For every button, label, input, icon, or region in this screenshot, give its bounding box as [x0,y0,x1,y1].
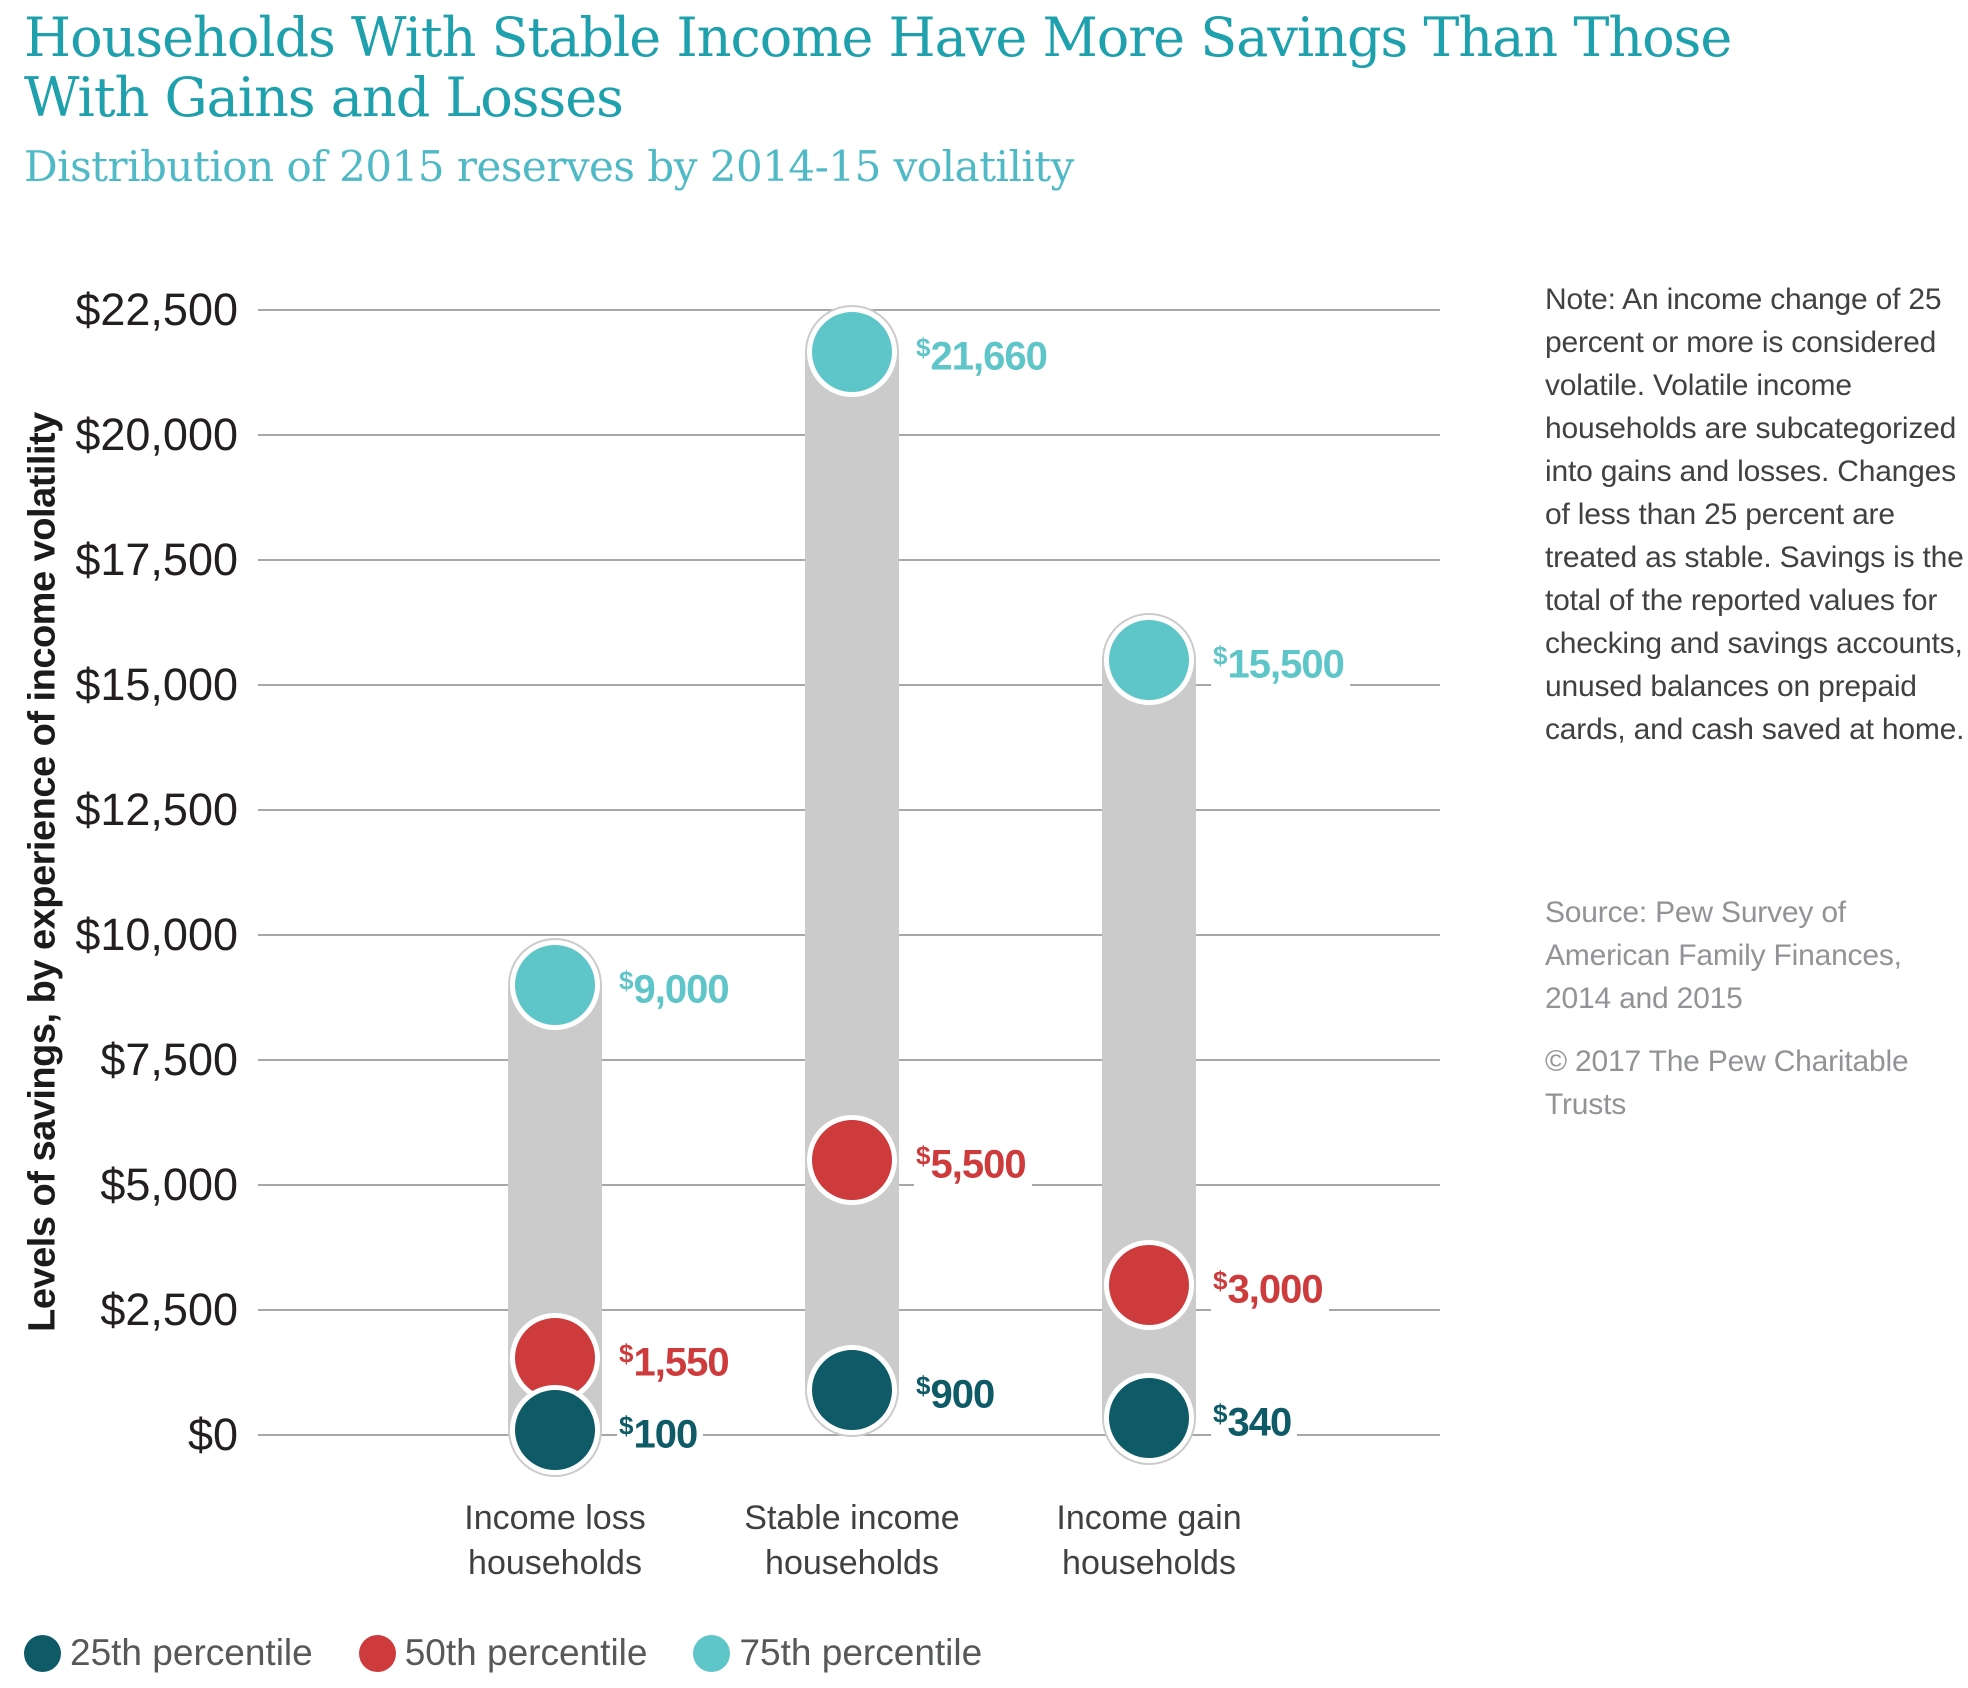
note-text: Note: An income change of 25 percent or … [1545,278,1968,751]
y-tick-label: $5,000 [100,1159,238,1210]
legend-dot-icon [358,1634,396,1672]
value-label-25th-3: $340 [1211,1391,1298,1445]
legend-label: 75th percentile [739,1632,983,1673]
range-bar [1102,613,1196,1465]
legend-item-25th-percentile: 25th percentile [24,1632,313,1674]
y-tick-label: $12,500 [75,784,238,835]
legend-dot-icon [693,1634,731,1672]
value-label-50th-2: $5,500 [914,1133,1032,1187]
value-label-75th-2: $21,660 [914,325,1053,379]
y-tick-label: $0 [187,1409,238,1460]
value-number: 3,000 [1227,1267,1323,1312]
dot-25th-3 [1104,1373,1194,1463]
dot-25th-1 [510,1385,600,1475]
chart-legend: 25th percentile 50th percentile 75th perce… [24,1632,982,1674]
currency-symbol: $ [619,965,634,996]
currency-symbol: $ [1213,640,1228,671]
dot-75th-1 [510,940,600,1030]
value-label-50th-3: $3,000 [1211,1258,1329,1312]
copyright-text: © 2017 The Pew Charitable Trusts [1545,1040,1968,1126]
currency-symbol: $ [619,1338,634,1368]
currency-symbol: $ [916,1370,931,1401]
value-number: 9,000 [633,967,729,1012]
value-number: 1,550 [633,1340,729,1384]
y-tick-label: $15,000 [75,659,238,710]
value-label-25th-1: $100 [617,1403,704,1457]
category-label-2: Stable income households [744,1499,960,1582]
currency-symbol: $ [619,1410,634,1441]
category-label-1: Income loss households [464,1499,646,1582]
currency-symbol: $ [916,332,931,363]
currency-symbol: $ [916,1140,931,1171]
y-tick-label: $7,500 [100,1034,238,1085]
source-text: Source: Pew Survey of American Family Fi… [1545,891,1968,1020]
source-paragraph: Source: Pew Survey of American Family Fi… [1545,896,1902,1015]
note-paragraph: Note: An income change of 25 percent or … [1545,283,1965,746]
value-label-50th-1: $1,550 [617,1331,735,1384]
value-number: 340 [1227,1400,1292,1445]
currency-symbol: $ [1213,1265,1228,1296]
value-number: 900 [930,1372,995,1417]
page-subtitle: Distribution of 2015 reserves by 2014-15… [24,142,1074,191]
value-number: 15,500 [1227,642,1344,687]
dot-50th-1 [510,1312,600,1403]
value-label-25th-2: $900 [914,1363,1001,1417]
dot-75th-3 [1104,615,1194,705]
dot-50th-3 [1104,1240,1194,1330]
currency-symbol: $ [1213,1398,1228,1429]
page-title-line-1: Households With Stable Income Have More … [24,6,1732,69]
legend-item-50th-percentile: 50th percentile [358,1632,648,1674]
y-tick-label: $17,500 [75,534,238,585]
y-tick-label: $20,000 [75,409,238,460]
legend-label: 50th percentile [404,1632,648,1673]
y-tick-label: $2,500 [100,1284,238,1335]
value-number: 5,500 [930,1142,1026,1187]
value-label-75th-1: $9,000 [617,958,735,1012]
value-label-75th-3: $15,500 [1211,633,1350,687]
page-title-line-2: With Gains and Losses [24,66,624,129]
value-number: 21,660 [930,334,1047,379]
range-bar [805,305,899,1437]
legend-item-75th-percentile: 75th percentile [693,1632,982,1674]
y-tick-label: $10,000 [75,909,238,960]
y-tick-label: $22,500 [75,284,238,335]
dot-75th-2 [807,307,897,397]
dot-25th-2 [807,1345,897,1435]
category-label-3: Income gain households [1056,1499,1242,1582]
value-number: 100 [633,1412,698,1457]
dot-50th-2 [807,1115,897,1205]
legend-dot-icon [24,1634,61,1672]
copyright-paragraph: © 2017 The Pew Charitable Trusts [1545,1045,1909,1121]
legend-label: 25th percentile [70,1632,313,1673]
